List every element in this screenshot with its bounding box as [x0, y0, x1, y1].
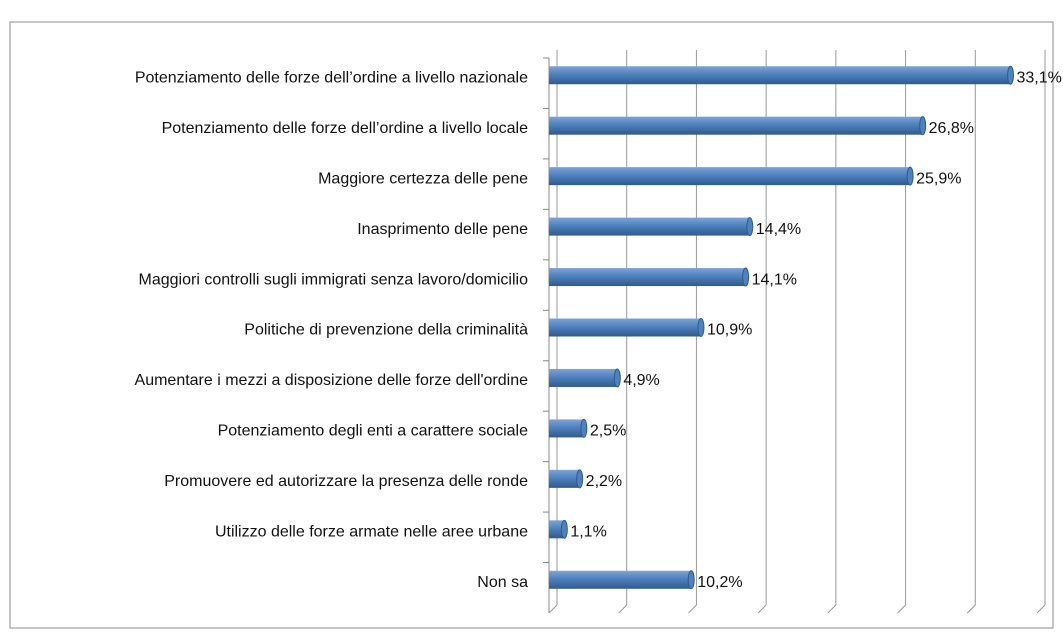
value-label: 33,1%	[1017, 69, 1062, 86]
bar-cap	[687, 570, 695, 590]
bar	[549, 419, 584, 438]
bar-cap	[919, 116, 927, 136]
value-label: 25,9%	[916, 170, 961, 187]
y-tick-label: Inasprimento delle pene	[357, 221, 528, 238]
bar	[549, 66, 1011, 85]
grid-line	[827, 50, 837, 614]
value-label: 2,5%	[590, 423, 626, 440]
bar	[549, 570, 692, 589]
y-tick-label: Potenziamento delle forze dell’ordine a …	[135, 69, 528, 86]
y-tick-label: Maggiori controlli sugli immigrati senza…	[139, 271, 529, 288]
bar-cap	[742, 267, 750, 287]
value-label: 10,9%	[707, 322, 752, 339]
bar-cap	[576, 469, 584, 489]
grid-line	[757, 50, 767, 614]
value-label: 14,1%	[752, 271, 797, 288]
grid-line	[1036, 50, 1046, 614]
y-tick-label: Utilizzo delle forze armate nelle aree u…	[215, 524, 528, 541]
y-tick-label: Promuovere ed autorizzare la presenza de…	[164, 473, 528, 490]
grid-line	[966, 50, 976, 614]
bar-cap	[613, 368, 621, 388]
y-tick-label: Politiche di prevenzione della criminali…	[244, 322, 528, 339]
bar	[549, 268, 746, 287]
bar-cap	[1007, 65, 1015, 85]
bar	[549, 167, 911, 186]
bar-cap	[906, 166, 914, 186]
chart-border	[9, 21, 1054, 629]
grid-line	[897, 50, 907, 614]
y-tick-label: Non sa	[477, 574, 528, 591]
bar	[549, 116, 923, 135]
bar	[549, 318, 701, 337]
bar-cap	[746, 217, 754, 237]
value-label: 1,1%	[570, 524, 606, 541]
bar	[549, 520, 565, 539]
value-label: 10,2%	[697, 574, 742, 591]
bar	[549, 368, 618, 387]
bar	[549, 217, 750, 236]
bar-cap	[580, 418, 588, 438]
value-label: 26,8%	[929, 120, 974, 137]
y-tick-label: Maggiore certezza delle pene	[318, 170, 528, 187]
y-tick-label: Potenziamento delle forze dell’ordine a …	[162, 120, 529, 137]
value-label: 14,4%	[756, 221, 801, 238]
y-tick-label: Aumentare i mezzi a disposizione delle f…	[135, 372, 529, 389]
value-label: 4,9%	[623, 372, 659, 389]
y-tick-label: Potenziamento degli enti a carattere soc…	[218, 423, 529, 440]
value-label: 2,2%	[586, 473, 622, 490]
bar-cap	[560, 519, 568, 539]
bar	[549, 469, 580, 488]
bar-cap	[697, 318, 705, 337]
